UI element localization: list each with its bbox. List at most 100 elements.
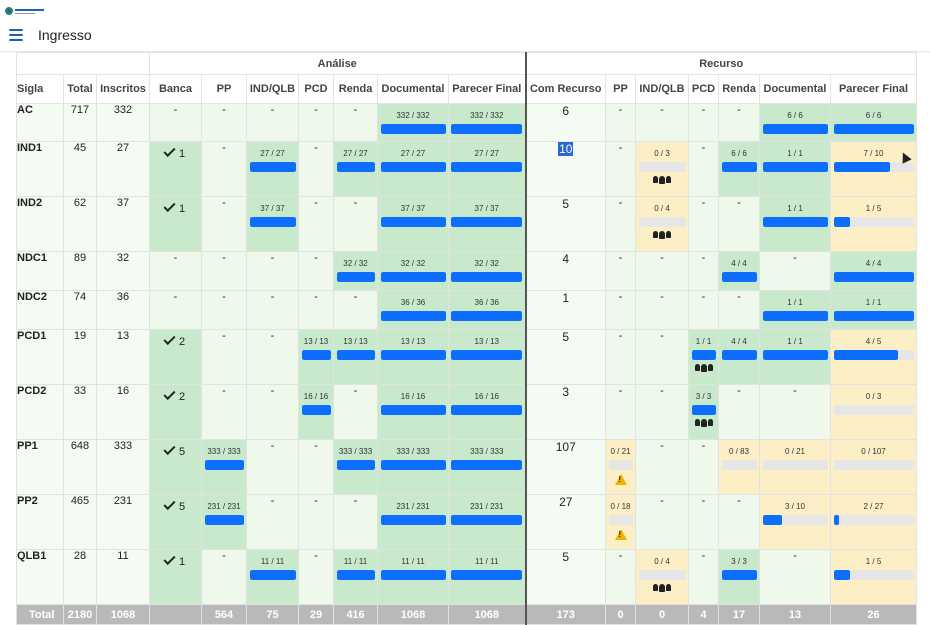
- column-header-analise-banca[interactable]: Banca: [149, 74, 202, 104]
- table-cell[interactable]: 32 / 32: [377, 251, 449, 291]
- table-cell[interactable]: 13 / 13: [377, 329, 449, 385]
- table-cell[interactable]: 11 / 11: [333, 549, 378, 605]
- table-cell[interactable]: 36 / 36: [448, 290, 527, 330]
- table-cell[interactable]: 231 / 231: [448, 494, 527, 550]
- table-cell[interactable]: 1 / 1: [759, 196, 831, 252]
- column-header-recurso-documental[interactable]: Documental: [759, 74, 831, 104]
- table-cell[interactable]: 332 / 332: [377, 103, 449, 142]
- table-cell[interactable]: 27 / 27: [246, 141, 299, 197]
- column-header-recurso-renda[interactable]: Renda: [718, 74, 760, 104]
- column-header-recurso-pcd[interactable]: PCD: [688, 74, 719, 104]
- table-cell[interactable]: 0 / 83: [718, 439, 760, 495]
- progress-fraction: 36 / 36: [474, 298, 499, 307]
- table-cell[interactable]: 32 / 32: [333, 251, 378, 291]
- hamburger-menu-icon[interactable]: [9, 29, 23, 41]
- table-cell[interactable]: 333 / 333: [201, 439, 247, 495]
- row-total: 62: [63, 196, 97, 252]
- table-cell[interactable]: 3 / 10: [759, 494, 831, 550]
- table-cell[interactable]: 37 / 37: [448, 196, 527, 252]
- column-header-recurso-pp[interactable]: PP: [605, 74, 636, 104]
- table-cell[interactable]: 4 / 4: [718, 329, 760, 385]
- table-cell[interactable]: 0 / 18: [605, 494, 636, 550]
- column-header-total[interactable]: Total: [63, 74, 97, 104]
- table-cell[interactable]: 1 / 5: [830, 549, 917, 605]
- table-cell[interactable]: 231 / 231: [201, 494, 247, 550]
- table-cell: -: [688, 196, 719, 252]
- warning-icon[interactable]: [614, 529, 627, 540]
- table-cell[interactable]: 27 / 27: [333, 141, 378, 197]
- table-cell[interactable]: 4 / 4: [718, 251, 760, 291]
- table-cell[interactable]: 37 / 37: [377, 196, 449, 252]
- table-cell[interactable]: 1 / 1: [759, 141, 831, 197]
- column-header-analise-pp[interactable]: PP: [201, 74, 247, 104]
- table-cell[interactable]: 7 / 10: [830, 141, 917, 197]
- group-users-icon[interactable]: [694, 419, 713, 427]
- table-cell[interactable]: 231 / 231: [377, 494, 449, 550]
- table-cell[interactable]: 333 / 333: [333, 439, 378, 495]
- table-cell[interactable]: 0 / 4: [635, 196, 689, 252]
- progress-bar-fill: [451, 350, 523, 360]
- table-cell[interactable]: 2 / 27: [830, 494, 917, 550]
- column-header-analise-pcd[interactable]: PCD: [298, 74, 334, 104]
- table-cell[interactable]: 333 / 333: [377, 439, 449, 495]
- table-cell[interactable]: 1 / 1: [830, 290, 917, 330]
- table-cell[interactable]: 3 / 3: [688, 384, 719, 440]
- table-cell[interactable]: 0 / 3: [635, 141, 689, 197]
- column-header-inscritos[interactable]: Inscritos: [96, 74, 150, 104]
- table-cell[interactable]: 16 / 16: [298, 384, 334, 440]
- warning-icon[interactable]: [614, 474, 627, 485]
- table-cell[interactable]: 32 / 32: [448, 251, 527, 291]
- table-cell[interactable]: 11 / 11: [448, 549, 527, 605]
- table-cell[interactable]: 3 / 3: [718, 549, 760, 605]
- table-cell[interactable]: 6 / 6: [759, 103, 831, 142]
- table-cell[interactable]: 0 / 21: [605, 439, 636, 495]
- table-cell[interactable]: 13 / 13: [333, 329, 378, 385]
- group-users-icon[interactable]: [653, 176, 671, 184]
- table-cell[interactable]: 1 / 1: [688, 329, 719, 385]
- table-cell[interactable]: 16 / 16: [448, 384, 527, 440]
- group-users-icon[interactable]: [653, 584, 671, 592]
- column-header-analise-documental[interactable]: Documental: [377, 74, 449, 104]
- progress-bar-fill: [380, 515, 446, 525]
- table-cell[interactable]: 13 / 13: [298, 329, 334, 385]
- column-header-analise-parecer-final[interactable]: Parecer Final: [448, 74, 527, 104]
- progress-fraction: 333 / 333: [207, 447, 241, 456]
- table-cell[interactable]: 0 / 107: [830, 439, 917, 495]
- progress-bar: [380, 515, 446, 525]
- table-cell[interactable]: 6 / 6: [718, 141, 760, 197]
- table-cell: 10: [525, 141, 606, 197]
- table-cell[interactable]: 11 / 11: [246, 549, 299, 605]
- column-header-recurso-com-recurso[interactable]: Com Recurso: [525, 74, 606, 104]
- table-cell[interactable]: 332 / 332: [448, 103, 527, 142]
- table-cell[interactable]: 0 / 4: [635, 549, 689, 605]
- column-header-sigla[interactable]: Sigla: [16, 74, 64, 104]
- table-cell[interactable]: 4 / 5: [830, 329, 917, 385]
- table-row: PCD1 19 13 2- -13 / 13 13 / 13 13 / 13 13 / 13 5…: [16, 329, 917, 385]
- table-cell[interactable]: 4 / 4: [830, 251, 917, 291]
- table-cell[interactable]: 13 / 13: [448, 329, 527, 385]
- table-cell: -: [635, 384, 689, 440]
- banca-check: 1: [150, 142, 201, 160]
- table-cell[interactable]: 36 / 36: [377, 290, 449, 330]
- table-cell[interactable]: 6 / 6: [830, 103, 917, 142]
- column-header-analise-renda[interactable]: Renda: [333, 74, 378, 104]
- table-cell[interactable]: 16 / 16: [377, 384, 449, 440]
- totals-cell: 2180: [63, 604, 97, 625]
- table-cell[interactable]: 27 / 27: [448, 141, 527, 197]
- table-cell[interactable]: 0 / 21: [759, 439, 831, 495]
- table-cell[interactable]: 1 / 1: [759, 329, 831, 385]
- table-cell[interactable]: 333 / 333: [448, 439, 527, 495]
- progress-bar: [721, 570, 757, 580]
- table-cell[interactable]: 37 / 37: [246, 196, 299, 252]
- group-users-icon[interactable]: [653, 231, 671, 239]
- row-total: 74: [63, 290, 97, 330]
- table-cell[interactable]: 0 / 3: [830, 384, 917, 440]
- table-cell[interactable]: 11 / 11: [377, 549, 449, 605]
- column-header-analise-ind-qlb[interactable]: IND/QLB: [246, 74, 299, 104]
- column-header-recurso-parecer-final[interactable]: Parecer Final: [830, 74, 917, 104]
- table-cell[interactable]: 1 / 5: [830, 196, 917, 252]
- table-cell[interactable]: 27 / 27: [377, 141, 449, 197]
- column-header-recurso-ind-qlb[interactable]: IND/QLB: [635, 74, 689, 104]
- table-cell[interactable]: 1 / 1: [759, 290, 831, 330]
- group-users-icon[interactable]: [694, 364, 713, 372]
